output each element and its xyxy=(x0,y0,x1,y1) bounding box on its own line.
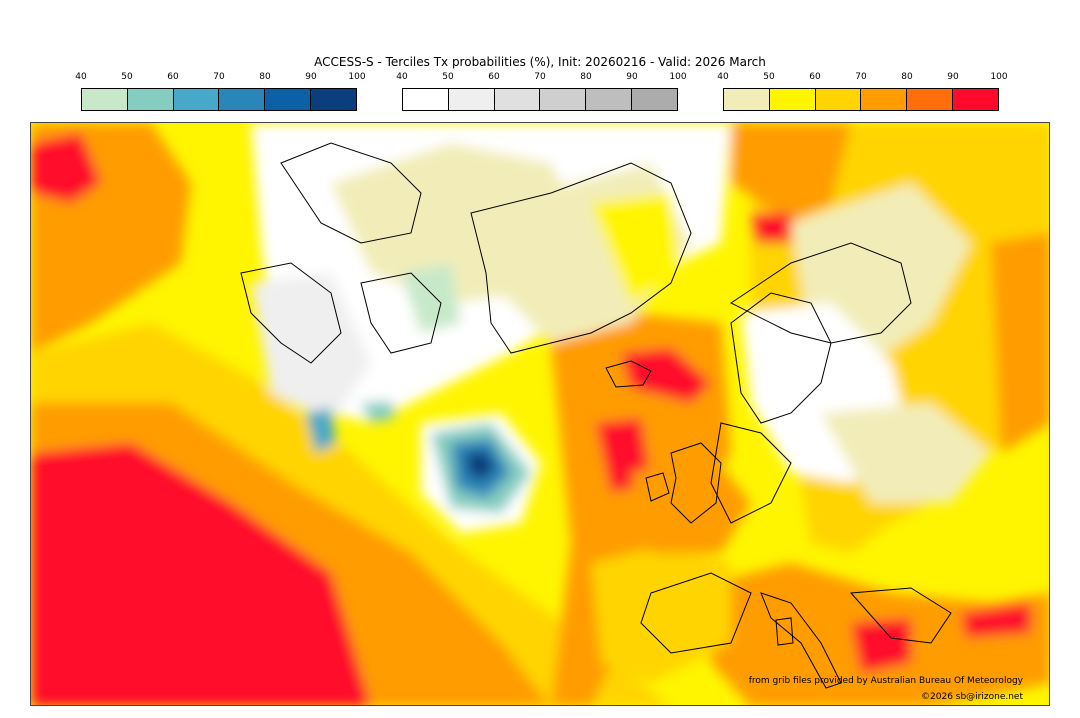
colorbar-swatch xyxy=(861,89,908,110)
tick-label: 60 xyxy=(488,72,500,82)
tick-label: 70 xyxy=(534,72,546,82)
colorbar-below-ticks: 40 50 60 70 80 90 100 xyxy=(75,72,365,84)
tick-label: 80 xyxy=(901,72,913,82)
colorbar-swatch xyxy=(769,89,816,110)
source-credit: from grib files provided by Australian B… xyxy=(748,676,1023,686)
tick-label: 90 xyxy=(305,72,317,82)
copyright-credit: ©2026 sb@irizone.net xyxy=(921,692,1023,702)
colorbar-swatch xyxy=(632,89,677,110)
tick-label: 70 xyxy=(213,72,225,82)
tick-label: 80 xyxy=(580,72,592,82)
probability-field xyxy=(31,123,1049,705)
tick-label: 90 xyxy=(947,72,959,82)
tick-label: 90 xyxy=(626,72,638,82)
colorbar-swatch xyxy=(540,89,587,110)
tick-label: 80 xyxy=(259,72,271,82)
colorbar-swatch xyxy=(82,89,128,110)
colorbar-swatch xyxy=(953,89,998,110)
map-title: ACCESS-S - Terciles Tx probabilities (%)… xyxy=(314,55,766,69)
tick-label: 70 xyxy=(855,72,867,82)
tick-label: 40 xyxy=(717,72,729,82)
colorbar-above-normal xyxy=(723,88,999,111)
map-canvas xyxy=(31,123,1049,705)
tick-label: 40 xyxy=(75,72,87,82)
tick-label: 60 xyxy=(809,72,821,82)
colorbar-swatch xyxy=(907,89,954,110)
tick-label: 50 xyxy=(442,72,454,82)
colorbar-near-ticks: 40 50 60 70 80 90 100 xyxy=(396,72,686,84)
tick-label: 60 xyxy=(167,72,179,82)
colorbar-swatch xyxy=(173,89,220,110)
colorbar-above-ticks: 40 50 60 70 80 90 100 xyxy=(717,72,1007,84)
tick-label: 40 xyxy=(396,72,408,82)
colorbar-swatch xyxy=(127,89,174,110)
colorbar-swatch xyxy=(265,89,312,110)
tick-label: 100 xyxy=(990,72,1008,82)
tick-label: 50 xyxy=(763,72,775,82)
colorbar-swatch xyxy=(724,89,770,110)
coastlines xyxy=(240,142,952,689)
colorbar-near-normal xyxy=(402,88,678,111)
tick-label: 100 xyxy=(348,72,366,82)
colorbar-swatch xyxy=(586,89,633,110)
colorbar-swatch xyxy=(311,89,356,110)
colorbar-swatch xyxy=(448,89,495,110)
tick-label: 50 xyxy=(121,72,133,82)
colorbar-swatch xyxy=(403,89,449,110)
colorbar-swatch xyxy=(494,89,541,110)
colorbar-below-normal xyxy=(81,88,357,111)
colorbar-swatch xyxy=(219,89,266,110)
probability-map xyxy=(30,122,1050,706)
colorbar-swatch xyxy=(815,89,862,110)
tick-label: 100 xyxy=(669,72,687,82)
